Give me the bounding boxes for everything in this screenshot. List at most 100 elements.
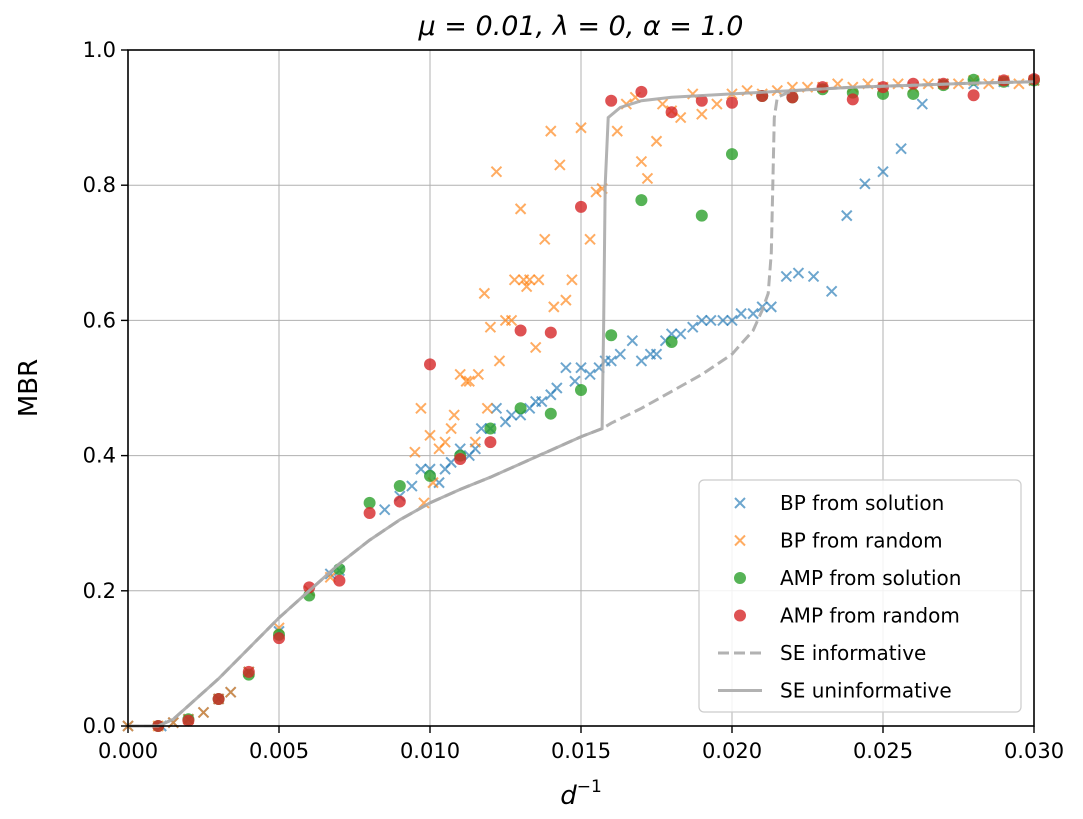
data-point bbox=[409, 446, 421, 458]
legend-label: BP from solution bbox=[780, 491, 944, 515]
y-tick-label: 0.0 bbox=[83, 714, 116, 738]
data-point bbox=[393, 495, 406, 508]
data-point bbox=[1013, 78, 1025, 90]
data-point bbox=[333, 574, 346, 587]
y-tick-label: 1.0 bbox=[83, 38, 116, 62]
data-point bbox=[575, 384, 587, 397]
data-point bbox=[575, 362, 587, 374]
legend-swatch bbox=[734, 497, 746, 509]
data-point bbox=[418, 497, 430, 509]
data-point bbox=[448, 409, 460, 421]
legend-swatch bbox=[734, 572, 746, 584]
data-point bbox=[529, 341, 542, 354]
legend-label: AMP from solution bbox=[780, 566, 961, 590]
data-point bbox=[747, 307, 759, 320]
data-point bbox=[514, 203, 527, 215]
data-point bbox=[475, 422, 488, 435]
data-point bbox=[481, 402, 494, 414]
data-point bbox=[545, 125, 557, 137]
data-point bbox=[424, 469, 436, 482]
y-tick-label: 0.4 bbox=[83, 444, 116, 468]
data-point bbox=[566, 274, 578, 286]
x-tick-label: 0.010 bbox=[400, 739, 460, 763]
data-point bbox=[406, 480, 418, 492]
data-point bbox=[478, 287, 491, 300]
data-point bbox=[584, 368, 596, 381]
series-se-uninformative bbox=[128, 80, 1035, 728]
data-point bbox=[780, 270, 793, 283]
data-point bbox=[765, 301, 777, 313]
data-point bbox=[505, 314, 518, 327]
data-point bbox=[424, 429, 436, 442]
data-point bbox=[807, 270, 820, 283]
legend-box bbox=[698, 479, 1022, 713]
data-point bbox=[463, 375, 475, 387]
data-point bbox=[841, 209, 853, 222]
data-point bbox=[674, 328, 687, 340]
data-point bbox=[611, 125, 623, 137]
data-point bbox=[695, 94, 708, 107]
data-point bbox=[454, 452, 467, 465]
data-point bbox=[584, 233, 596, 245]
data-point bbox=[711, 98, 723, 110]
data-point bbox=[626, 334, 639, 347]
data-point bbox=[242, 665, 255, 678]
data-point bbox=[846, 93, 859, 106]
data-point bbox=[560, 362, 572, 374]
data-point bbox=[560, 294, 572, 306]
legend-label: SE informative bbox=[780, 641, 926, 665]
data-point bbox=[460, 375, 472, 387]
y-tick-label: 0.2 bbox=[83, 579, 116, 603]
data-point bbox=[536, 395, 548, 408]
data-point bbox=[792, 267, 805, 279]
data-point bbox=[554, 159, 566, 171]
x-tick-label: 0.000 bbox=[98, 739, 158, 763]
data-point bbox=[641, 172, 654, 185]
data-point bbox=[484, 321, 497, 333]
legend-swatch bbox=[734, 609, 746, 622]
data-point bbox=[424, 358, 436, 371]
data-point bbox=[303, 581, 316, 594]
data-point bbox=[695, 209, 708, 222]
data-point bbox=[544, 326, 557, 339]
data-point bbox=[967, 89, 980, 102]
data-point bbox=[569, 375, 581, 387]
data-point bbox=[696, 108, 708, 120]
data-point bbox=[393, 480, 406, 493]
data-point bbox=[605, 329, 618, 342]
data-point bbox=[415, 402, 427, 414]
data-point bbox=[484, 436, 497, 449]
data-point bbox=[472, 368, 485, 381]
data-point bbox=[363, 496, 376, 509]
data-point bbox=[533, 274, 545, 286]
data-point bbox=[378, 503, 391, 516]
legend-swatch bbox=[734, 534, 746, 547]
data-point bbox=[635, 85, 648, 98]
data-point bbox=[726, 148, 738, 161]
x-tick-label: 0.030 bbox=[1004, 739, 1064, 763]
data-point bbox=[575, 200, 587, 213]
data-point bbox=[439, 436, 451, 448]
legend-label: SE uninformative bbox=[780, 679, 952, 703]
data-point bbox=[859, 178, 871, 190]
data-point bbox=[590, 186, 602, 198]
data-point bbox=[514, 402, 527, 415]
x-axis-label-base: d bbox=[560, 781, 577, 811]
data-point bbox=[605, 94, 618, 107]
data-point bbox=[520, 280, 533, 293]
data-point bbox=[544, 407, 557, 420]
data-point bbox=[605, 355, 617, 367]
data-point bbox=[415, 463, 427, 475]
x-tick-label: 0.020 bbox=[702, 739, 762, 763]
legend-item: BP from solution bbox=[734, 491, 944, 515]
legend-item: BP from random bbox=[734, 529, 943, 553]
data-point bbox=[635, 194, 648, 207]
data-point bbox=[505, 409, 518, 421]
data-point bbox=[523, 274, 536, 286]
data-point bbox=[469, 436, 482, 448]
series-line bbox=[128, 80, 1035, 728]
legend-item: AMP from solution bbox=[734, 566, 961, 590]
data-point bbox=[895, 142, 907, 155]
data-point bbox=[575, 122, 587, 134]
